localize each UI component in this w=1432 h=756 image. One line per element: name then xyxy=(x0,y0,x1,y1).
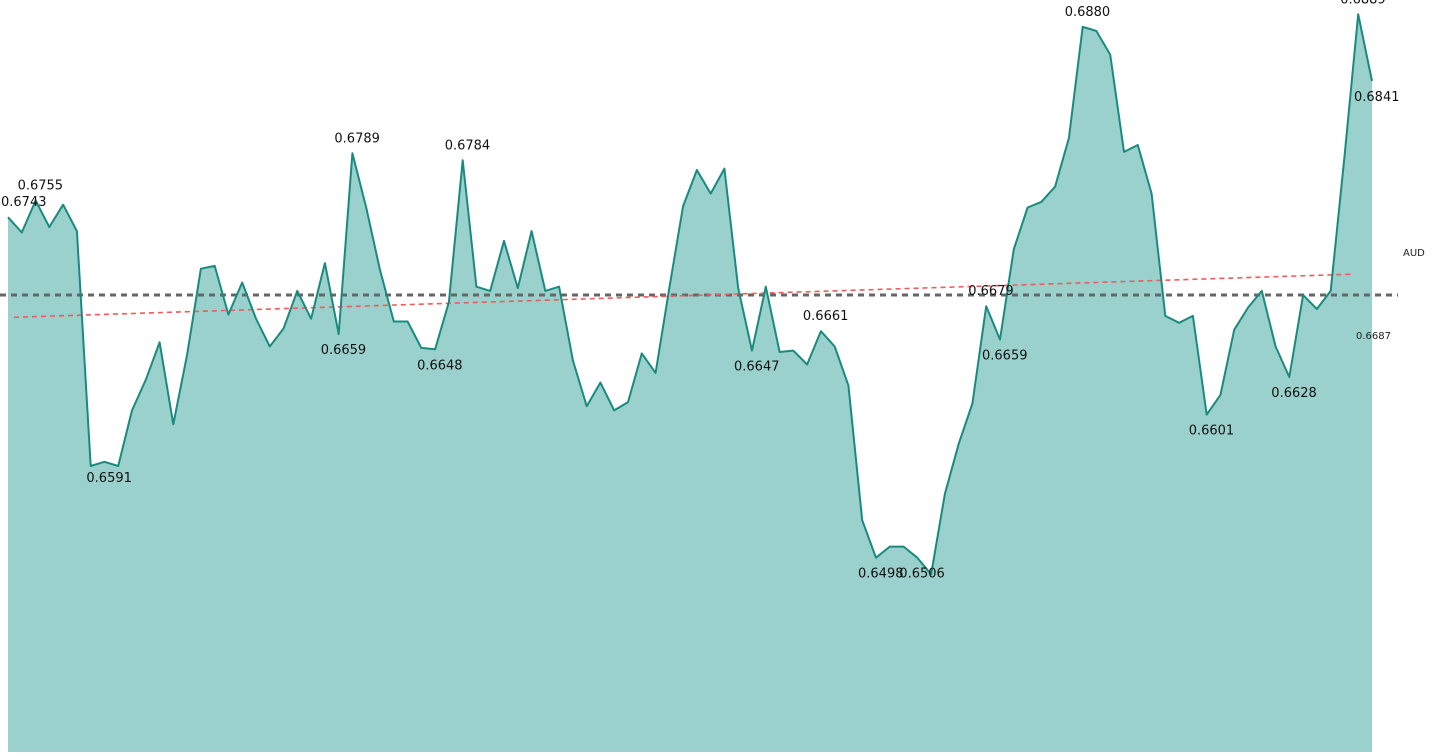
data-label: 0.6628 xyxy=(1271,386,1317,401)
average-value-label: 0.6687 xyxy=(1356,331,1391,342)
data-label: 0.6647 xyxy=(734,360,780,375)
series-line xyxy=(7,13,1373,576)
data-label: 0.6659 xyxy=(982,349,1028,364)
data-label: 0.6679 xyxy=(968,284,1014,299)
reference-lines xyxy=(0,273,1398,319)
data-label: 0.6789 xyxy=(334,131,380,146)
data-label: 0.6648 xyxy=(417,358,463,373)
data-label: 0.6498 xyxy=(858,567,904,582)
data-label: 0.6506 xyxy=(899,567,945,582)
area-layer xyxy=(8,14,1372,753)
data-label: 0.6661 xyxy=(803,309,849,324)
data-label: 0.6880 xyxy=(1065,5,1111,20)
data-label: 0.6784 xyxy=(445,138,491,153)
data-label: 0.6659 xyxy=(321,343,367,358)
line-layer xyxy=(7,13,1373,576)
currency-label: AUD xyxy=(1403,248,1425,259)
data-label: 0.6889 xyxy=(1340,0,1386,7)
data-label: 0.6743 xyxy=(1,195,47,210)
data-label: 0.6591 xyxy=(86,471,131,486)
data-label: 0.6841 xyxy=(1354,90,1400,105)
area-fill xyxy=(8,14,1372,753)
trend-line xyxy=(13,273,1353,319)
data-label: 0.6601 xyxy=(1189,424,1235,439)
data-label: 0.6755 xyxy=(18,179,64,194)
